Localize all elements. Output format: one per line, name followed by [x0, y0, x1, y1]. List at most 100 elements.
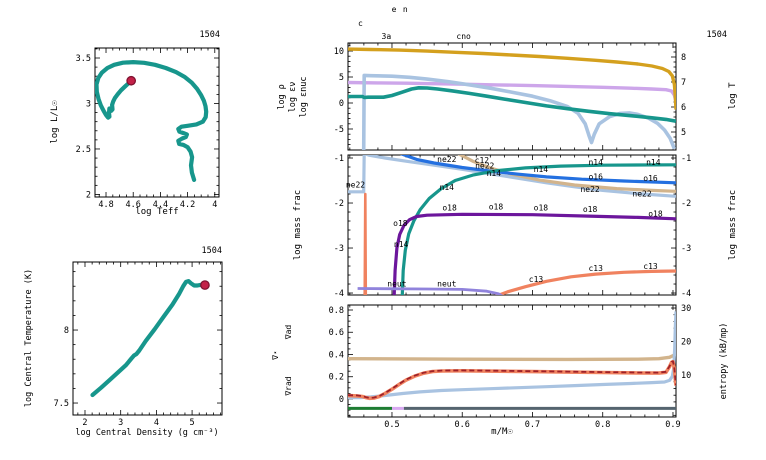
hr-diagram-xtick-4.4: 4.4 [153, 200, 168, 210]
profile-gradients-frame [347, 304, 677, 418]
ylabel-grad-rad: ∇rad [284, 376, 293, 396]
hr-diagram-ytick-2.5: 2.5 [76, 145, 91, 155]
series-c12 [457, 155, 676, 193]
hr-diagram-ytick-3: 3 [86, 99, 91, 109]
ylabel-log-eps-nuc: log εnuc [299, 77, 309, 118]
profile-gradients-xtick-0.7: 0.7 [525, 420, 540, 430]
central-trho-ytick-7.5: 7.5 [54, 399, 69, 409]
profile-gradients-ytick-0.6: 0.6 [329, 328, 344, 338]
ylabel-mass-frac-left: log mass frac [293, 190, 303, 260]
series-log-eps-nu [348, 86, 676, 123]
hr-xlabel: log Teff [135, 207, 178, 217]
label-c13: c13 [529, 275, 544, 284]
label-ne22: ne22 [632, 190, 651, 199]
label-n14: n14 [394, 240, 409, 249]
profile-abundances-ytick-r--1: -1 [681, 154, 691, 164]
label-c13: c13 [643, 262, 658, 271]
series-c13-spike [363, 192, 368, 295]
profile-abundances-ytick-r--2: -2 [681, 199, 691, 209]
profile-structure-y2tick-5: 5 [681, 128, 686, 138]
label-o18: o18 [534, 203, 549, 212]
profile-gradients-xtick-0.9: 0.9 [665, 420, 680, 430]
burn-tag-n: n [403, 5, 408, 14]
hr-diagram-xtick-4.2: 4.2 [180, 200, 195, 210]
central-trho-frame [72, 261, 223, 416]
label-ne22: ne22 [475, 162, 494, 171]
profiles-model-number: 1504 [707, 30, 727, 40]
profile-gradients-y2tick-30: 30 [681, 304, 691, 314]
label-ne22: ne22 [580, 185, 599, 194]
trho-xlabel: log Central Density (g cm⁻³) [75, 428, 218, 438]
profile-gradients-xtick-0.6: 0.6 [455, 420, 470, 430]
hr-ylabel: log L/L☉ [50, 100, 60, 144]
profile-structure-ytick-10: 10 [334, 47, 344, 57]
profile-abundances-ytick--3: -3 [334, 244, 344, 254]
label-o18: o18 [489, 203, 504, 212]
profile-structure-frame [347, 42, 677, 151]
profile-abundances: -1 -1-2 -2-3 -3-4 -4ne22ne22ne22ne22ne22n14n… [293, 154, 738, 299]
series-neut [357, 287, 504, 295]
profile-structure-ytick-0: 0 [339, 99, 344, 109]
ylabel-entropy: entropy (kB/mp) [719, 323, 729, 400]
profile-gradients-ytick-0.8: 0.8 [329, 306, 344, 316]
hr-diagram-current-model-marker [126, 75, 137, 86]
burn-tag-e: e [392, 5, 397, 14]
label-o16: o16 [643, 174, 658, 183]
series-c13 [494, 269, 676, 295]
central-trho-xtick-3: 3 [118, 418, 123, 428]
profile-gradients-ytick-0: 0 [339, 395, 344, 405]
profile-structure-y2tick-8: 8 [681, 53, 686, 63]
hr-model-number: 1504 [200, 30, 220, 40]
label-neut: neut [387, 280, 406, 289]
series-grad-T [348, 360, 676, 399]
label-n14: n14 [534, 165, 549, 174]
profile-abundances-ytick--1: -1 [334, 154, 344, 164]
profile-gradients-ytick-0.2: 0.2 [329, 373, 344, 383]
label-neut: neut [437, 280, 456, 289]
profile-structure: 10 5 0 -5 8 7 6 5 1504 e n c 3a cno log ρ log εν log εnu… [277, 5, 738, 151]
burn-tag-cno: cno [456, 32, 471, 41]
profile-gradients-y2tick-10: 10 [681, 371, 691, 381]
burn-tag-3a: 3a [382, 32, 392, 41]
hr-diagram-xtick-4.8: 4.8 [98, 200, 113, 210]
hr-diagram: 4.8 4.6 4.4 4.2 4 2 2.5 3 3.5 1504 log Teff log L/L… [50, 30, 220, 217]
ylabel-grad-ad: ∇ad [284, 325, 293, 341]
central-trho-current-model-marker [200, 280, 210, 290]
central-trho: 2 3 4 5 7.5 8 1504 log Central Density (g cm⁻³)… [24, 246, 223, 438]
series-grad-ad [348, 352, 676, 362]
ylabel-log-rho: log ρ [277, 84, 287, 110]
label-n14: n14 [588, 158, 603, 167]
ylabel-log-T: log T [728, 82, 738, 110]
label-c13: c13 [588, 264, 603, 273]
central-trho-xtick-5: 5 [190, 418, 195, 428]
central-trho-xtick-2: 2 [82, 418, 87, 428]
label-o18: o18 [442, 203, 457, 212]
hr-diagram-xtick-4: 4 [212, 200, 217, 210]
ylabel-grad-star: ∇⋆ [271, 350, 280, 361]
label-n14: n14 [646, 158, 661, 167]
series-o18 [392, 212, 676, 295]
series-n14 [400, 163, 676, 295]
label-n14: n14 [440, 183, 455, 192]
label-c12: c12 [475, 156, 490, 165]
profile-abundances-ytick-r--3: -3 [681, 244, 691, 254]
label-ne22: ne22 [346, 181, 365, 190]
label-o18: o18 [583, 205, 598, 214]
series-trho-track [90, 279, 207, 398]
series-o16 [399, 155, 676, 185]
profile-abundances-frame [347, 154, 677, 296]
profile-structure-ytick--5: -5 [334, 125, 344, 135]
hr-diagram-ytick-3.5: 3.5 [76, 54, 91, 64]
ylabel-mass-frac-right: log mass frac [728, 190, 738, 260]
hr-diagram-xtick-4.6: 4.6 [126, 200, 141, 210]
label-o18: o18 [648, 209, 663, 218]
ylabel-log-eps-nu: log εν [288, 82, 298, 113]
profile-abundances-ytick-r--4: -4 [681, 289, 691, 299]
label-o16: o16 [588, 172, 603, 181]
burn-tag-c: c [358, 19, 363, 28]
label-n14: n14 [487, 169, 502, 178]
profile-gradients-y2tick-20: 20 [681, 338, 691, 348]
profiles-xlabel: m/M☉ [491, 427, 513, 437]
